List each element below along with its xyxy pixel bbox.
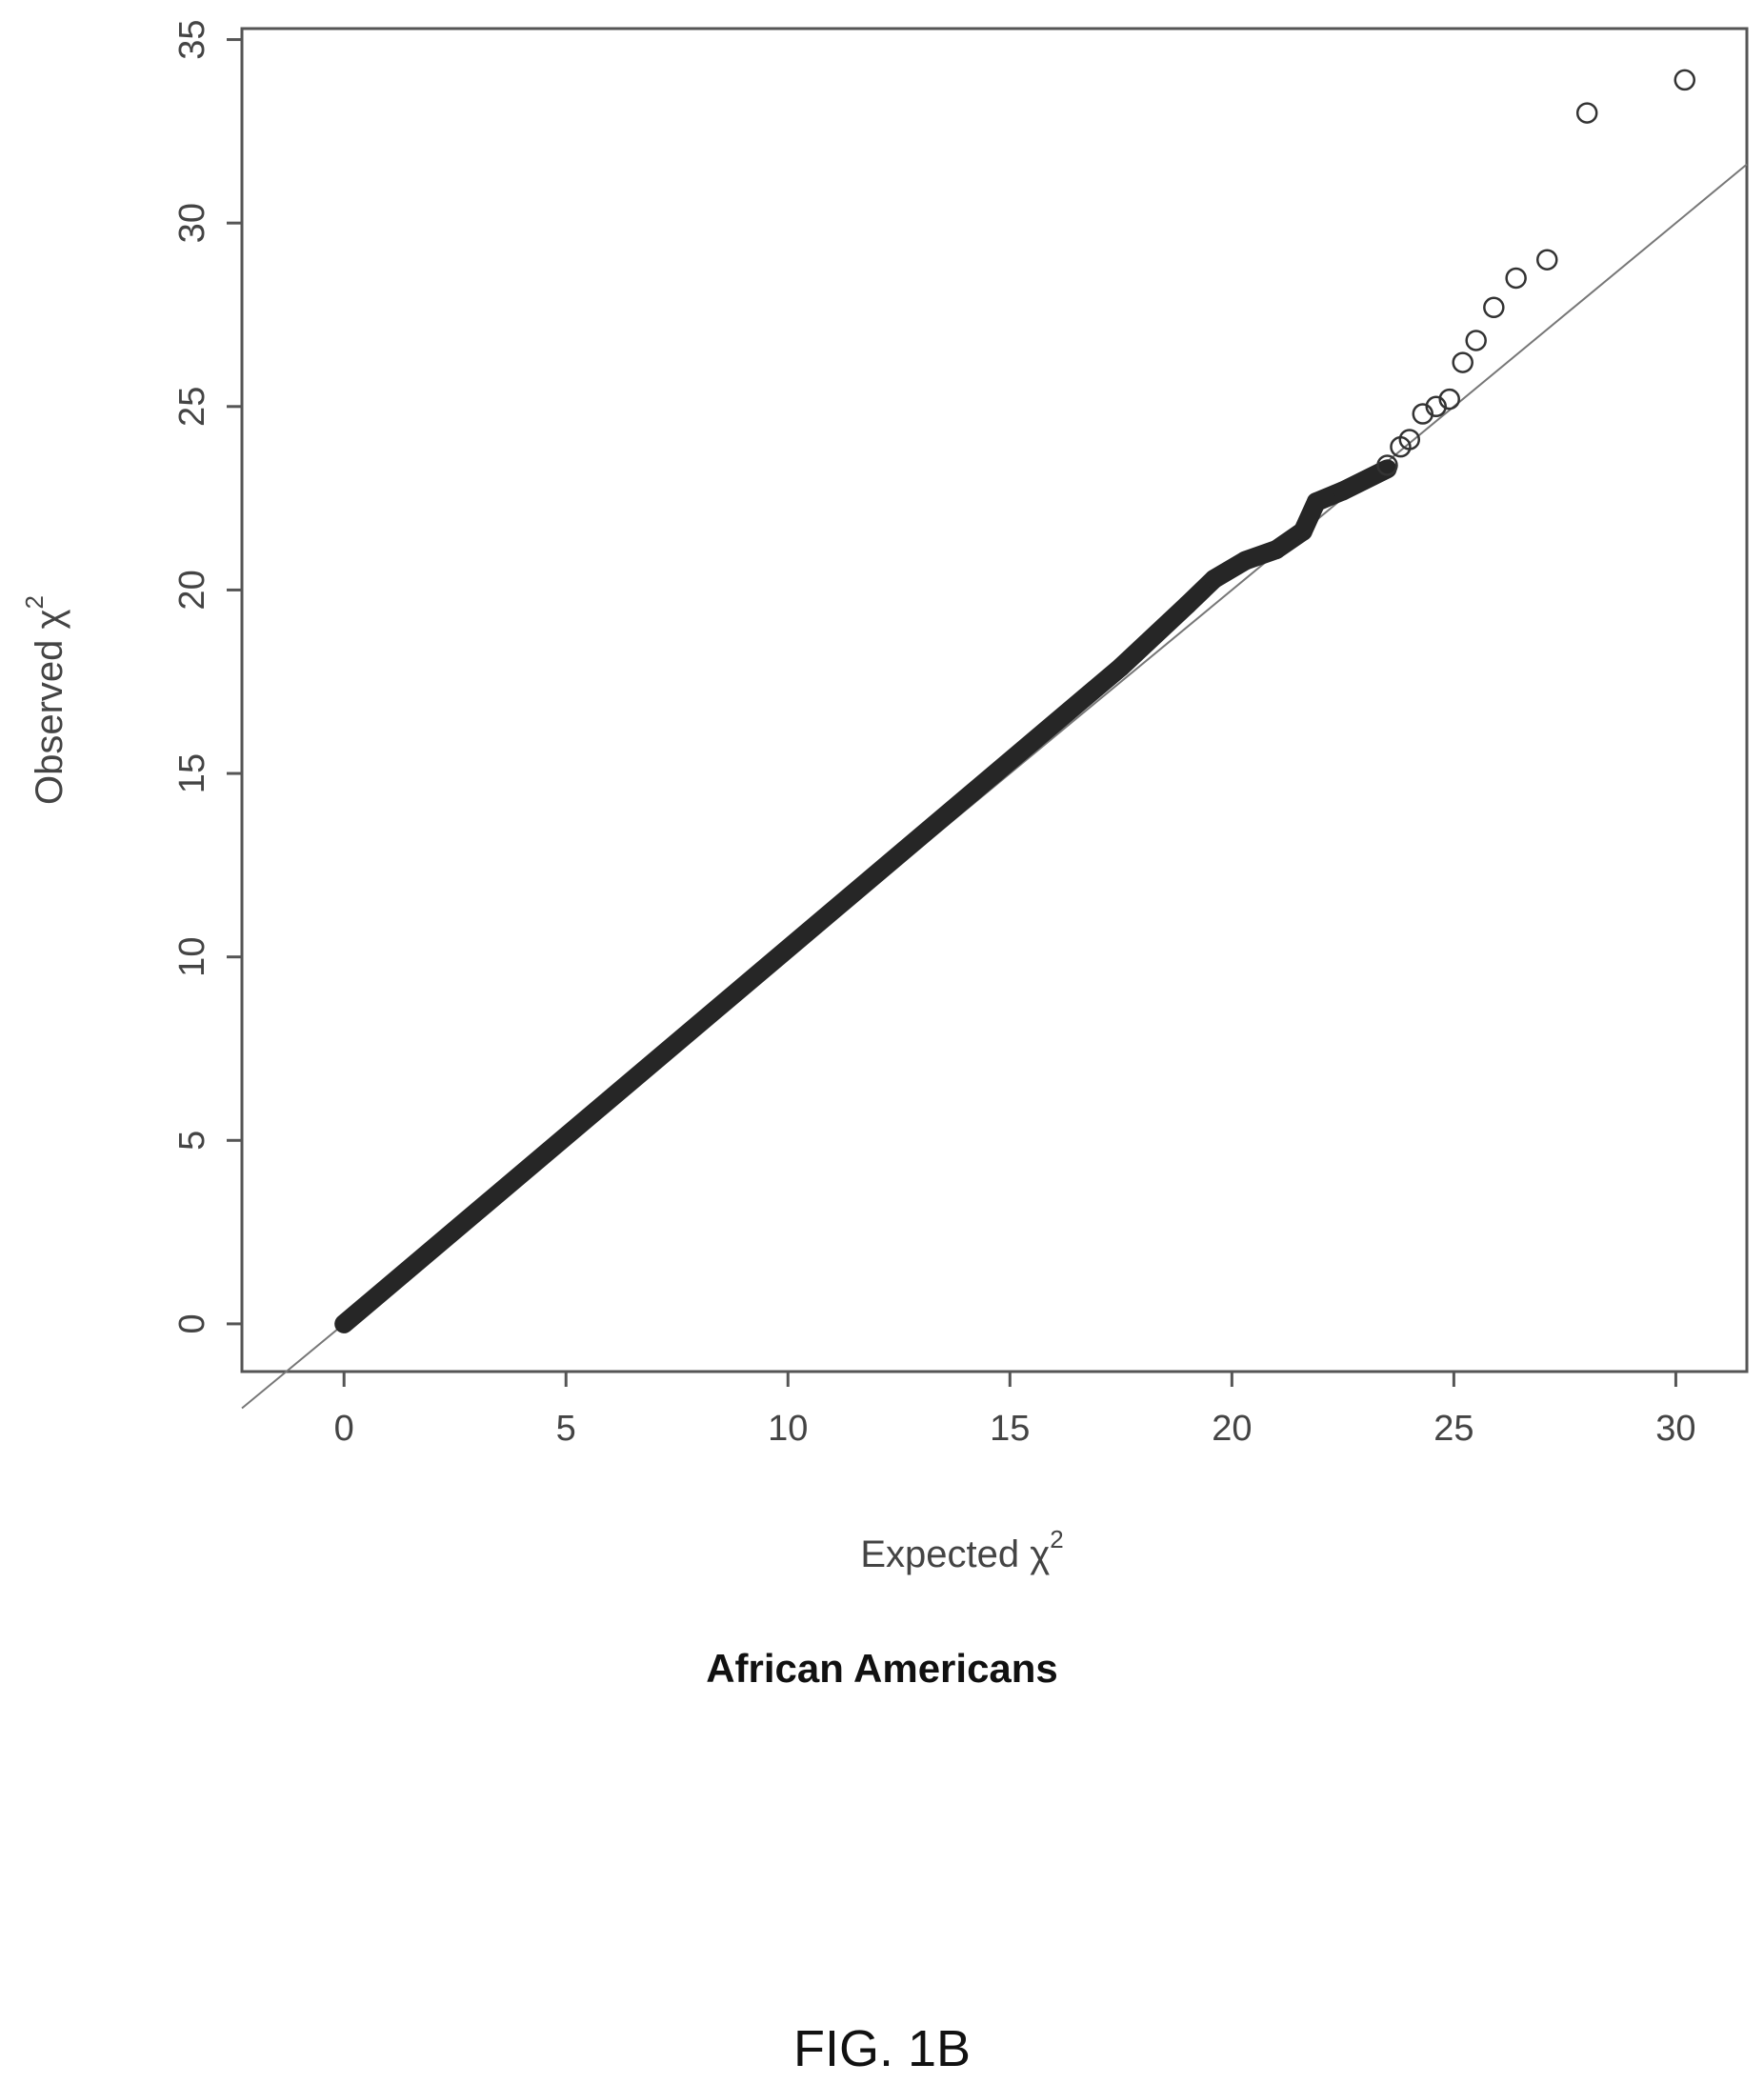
y-axis-label: Observed χ2 <box>20 595 70 805</box>
dense-point-band-0 <box>334 657 1131 1333</box>
tick-layer: 0 5 10 15 20 25 30 0 5 10 15 20 25 30 35 <box>172 19 1696 1449</box>
y-tick-label-1: 5 <box>172 1131 212 1151</box>
y-axis-label-superscript: 2 <box>20 595 49 609</box>
data-point-11 <box>1575 102 1598 124</box>
data-point-10 <box>1536 249 1558 271</box>
x-tick-label-2: 10 <box>768 1409 808 1449</box>
x-axis-label-superscript: 2 <box>1050 1525 1063 1553</box>
x-axis-label-main: Expected χ <box>860 1533 1050 1575</box>
x-tick-label-4: 20 <box>1212 1409 1252 1449</box>
data-point-0 <box>1376 454 1398 476</box>
x-tick-label-3: 15 <box>990 1409 1030 1449</box>
y-axis-label-main: Observed χ <box>29 609 70 805</box>
data-point-4 <box>1425 395 1447 418</box>
data-point-2 <box>1398 429 1421 451</box>
y-tick-label-4: 20 <box>172 570 212 610</box>
data-point-9 <box>1505 267 1527 290</box>
y-tick-label-3: 15 <box>172 753 212 793</box>
y-tick-label-2: 10 <box>172 937 212 977</box>
y-tick-label-6: 30 <box>172 203 212 243</box>
y-tick-label-7: 35 <box>172 19 212 59</box>
data-point-3 <box>1412 403 1434 425</box>
x-tick-label-5: 25 <box>1433 1409 1473 1449</box>
chart-subtitle: African Americans <box>706 1646 1058 1691</box>
x-tick-label-6: 30 <box>1655 1409 1695 1449</box>
data-point-12 <box>1674 69 1695 91</box>
dense-point-band-1 <box>1111 594 1197 677</box>
y-tick-label-5: 25 <box>172 387 212 427</box>
figure-label: FIG. 1B <box>792 2020 972 2077</box>
data-layer <box>241 69 1748 1410</box>
y-tick-label-0: 0 <box>172 1313 212 1333</box>
data-point-6 <box>1452 351 1473 373</box>
data-point-5 <box>1438 388 1460 411</box>
plot-frame <box>240 27 1749 1373</box>
x-tick-label-1: 5 <box>556 1409 576 1449</box>
data-point-8 <box>1483 296 1505 319</box>
data-point-7 <box>1465 330 1487 351</box>
x-axis-label: Expected χ2 <box>860 1525 1063 1575</box>
x-tick-label-0: 0 <box>334 1409 354 1449</box>
